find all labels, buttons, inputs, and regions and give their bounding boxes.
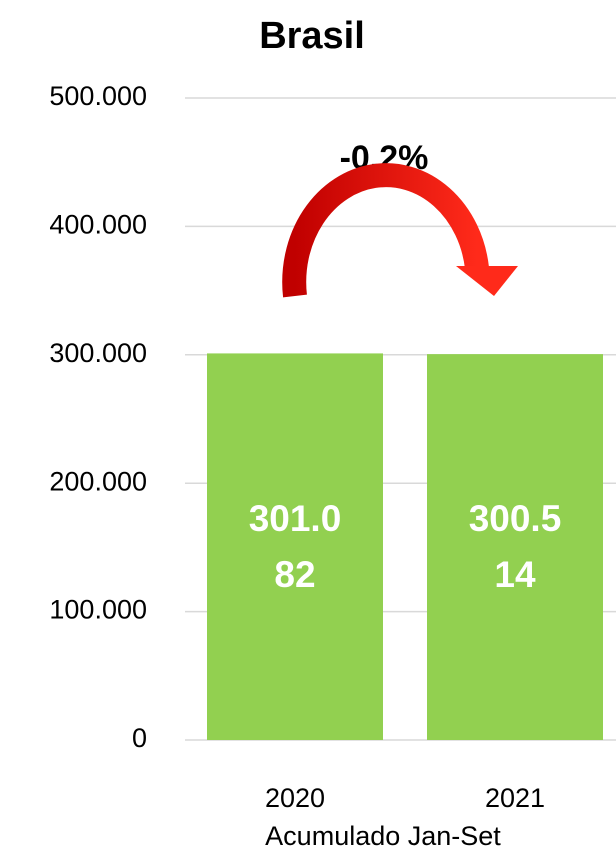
- chart-title: Brasil: [259, 15, 365, 57]
- y-tick-label: 400.000: [49, 210, 147, 240]
- y-tick-label: 200.000: [49, 466, 147, 496]
- y-tick-label: 100.000: [49, 595, 147, 625]
- arrow-head: [456, 266, 518, 296]
- bar: [207, 353, 383, 740]
- bar: [427, 354, 603, 740]
- y-tick-label: 0: [132, 723, 147, 753]
- x-tick-label: 2021: [485, 783, 545, 813]
- y-tick-label: 500.000: [49, 81, 147, 111]
- y-tick-label: 300.000: [49, 338, 147, 368]
- value-label: 301.082: [248, 497, 342, 595]
- x-tick-label: 2020: [265, 783, 325, 813]
- x-axis-label: Acumulado Jan-Set: [265, 821, 501, 851]
- value-label: 300.514: [468, 498, 562, 596]
- change-arrow: [282, 163, 489, 298]
